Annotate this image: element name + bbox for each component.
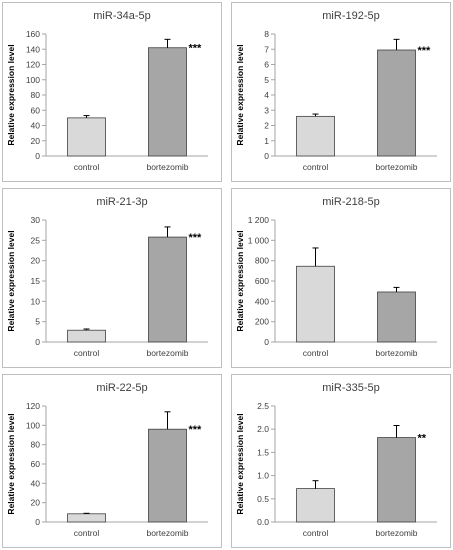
category-label: control [74,348,100,358]
category-label: control [74,528,100,538]
chart-title: miR-218-5p [322,196,379,208]
y-tick-label: 1.0 [257,471,269,481]
chart-panel-2: miR-192-5p Relative expression level 0 1 2 3 4… [231,2,451,182]
category-label: bortezomib [146,528,188,538]
y-axis-label: Relative expression level [235,230,245,331]
category-label: control [303,528,329,538]
y-tick-label: 30 [31,215,41,225]
category-label: control [303,162,329,172]
chart-panel-3: miR-21-3p Relative expression level 0 5 10 15… [2,188,222,368]
y-tick-label: 6 [264,60,269,70]
bar-bortezomib [148,47,187,157]
chart-panel-4: miR-218-5p Relative expression level 0 200 4… [231,188,451,368]
y-tick-label: 400 [255,296,269,306]
y-tick-label: 800 [255,256,269,266]
y-axis-label: Relative expression level [235,44,245,145]
significance-marker: *** [189,232,203,244]
y-tick-label: 0 [35,151,40,161]
significance-marker: ** [418,433,427,445]
chart-title: miR-34a-5p [93,10,150,22]
y-tick-label: 1.5 [257,447,269,457]
category-label: bortezomib [375,162,417,172]
category-label: control [303,348,329,358]
y-tick-label: 40 [31,478,41,488]
bar-control [67,117,106,157]
y-tick-label: 120 [26,60,40,70]
y-axis-label: Relative expression level [6,230,16,331]
y-axis-label: Relative expression level [235,413,245,514]
bar-control [296,265,335,343]
bar-control [67,329,106,343]
bar-bortezomib [148,428,187,523]
y-tick-label: 20 [31,136,41,146]
y-tick-label: 2 [264,121,269,131]
significance-marker: *** [189,424,203,436]
y-tick-label: 0 [35,517,40,527]
y-tick-label: 1 [264,136,269,146]
bar-bortezomib [377,437,416,523]
y-tick-label: 60 [31,105,41,115]
y-tick-label: 4 [264,90,269,100]
y-tick-label: 120 [26,401,40,411]
category-label: bortezomib [375,528,417,538]
y-tick-label: 0.5 [257,494,269,504]
category-label: bortezomib [375,348,417,358]
y-tick-label: 20 [31,498,41,508]
y-tick-label: 200 [255,317,269,327]
chart-title: miR-335-5p [322,382,379,394]
y-tick-label: 5 [264,75,269,85]
y-tick-label: 100 [26,420,40,430]
category-label: bortezomib [146,348,188,358]
y-axis-label: Relative expression level [6,44,16,145]
y-tick-label: 10 [31,296,41,306]
bar-bortezomib [377,291,416,343]
bar-control [67,513,106,523]
y-axis-label: Relative expression level [6,413,16,514]
y-tick-label: 160 [26,29,40,39]
chart-title: miR-21-3p [96,196,147,208]
y-tick-label: 15 [31,276,41,286]
chart-panel-6: miR-335-5p Relative expression level 0.0 0.… [231,374,451,548]
y-tick-label: 80 [31,90,41,100]
y-tick-label: 40 [31,121,41,131]
bar-control [296,115,335,157]
y-tick-label: 8 [264,29,269,39]
y-tick-label: 0 [35,337,40,347]
y-tick-label: 25 [31,235,41,245]
chart-panel-1: miR-34a-5p Relative expression level 0 20 40… [2,2,222,182]
chart-panel-5: miR-22-5p Relative expression level 0 20 40 6… [2,374,222,548]
y-tick-label: 600 [255,276,269,286]
significance-marker: *** [189,43,203,55]
y-tick-label: 7 [264,44,269,54]
category-label: control [74,162,100,172]
y-tick-label: 2.0 [257,424,269,434]
category-label: bortezomib [146,162,188,172]
y-tick-label: 20 [31,256,41,266]
significance-marker: *** [418,45,432,57]
y-tick-label: 100 [26,75,40,85]
y-tick-label: 140 [26,44,40,54]
y-tick-label: 0.0 [257,517,269,527]
y-tick-label: 3 [264,105,269,115]
bar-bortezomib [377,49,416,157]
bar-bortezomib [148,236,187,343]
y-tick-label: 5 [35,317,40,327]
bar-control [296,488,335,523]
y-tick-label: 1 200 [248,215,270,225]
y-tick-label: 80 [31,440,41,450]
y-tick-label: 60 [31,459,41,469]
chart-title: miR-192-5p [322,10,379,22]
y-tick-label: 0 [264,337,269,347]
y-tick-label: 2.5 [257,401,269,411]
y-tick-label: 1 000 [248,235,270,245]
y-tick-label: 0 [264,151,269,161]
chart-title: miR-22-5p [96,382,147,394]
